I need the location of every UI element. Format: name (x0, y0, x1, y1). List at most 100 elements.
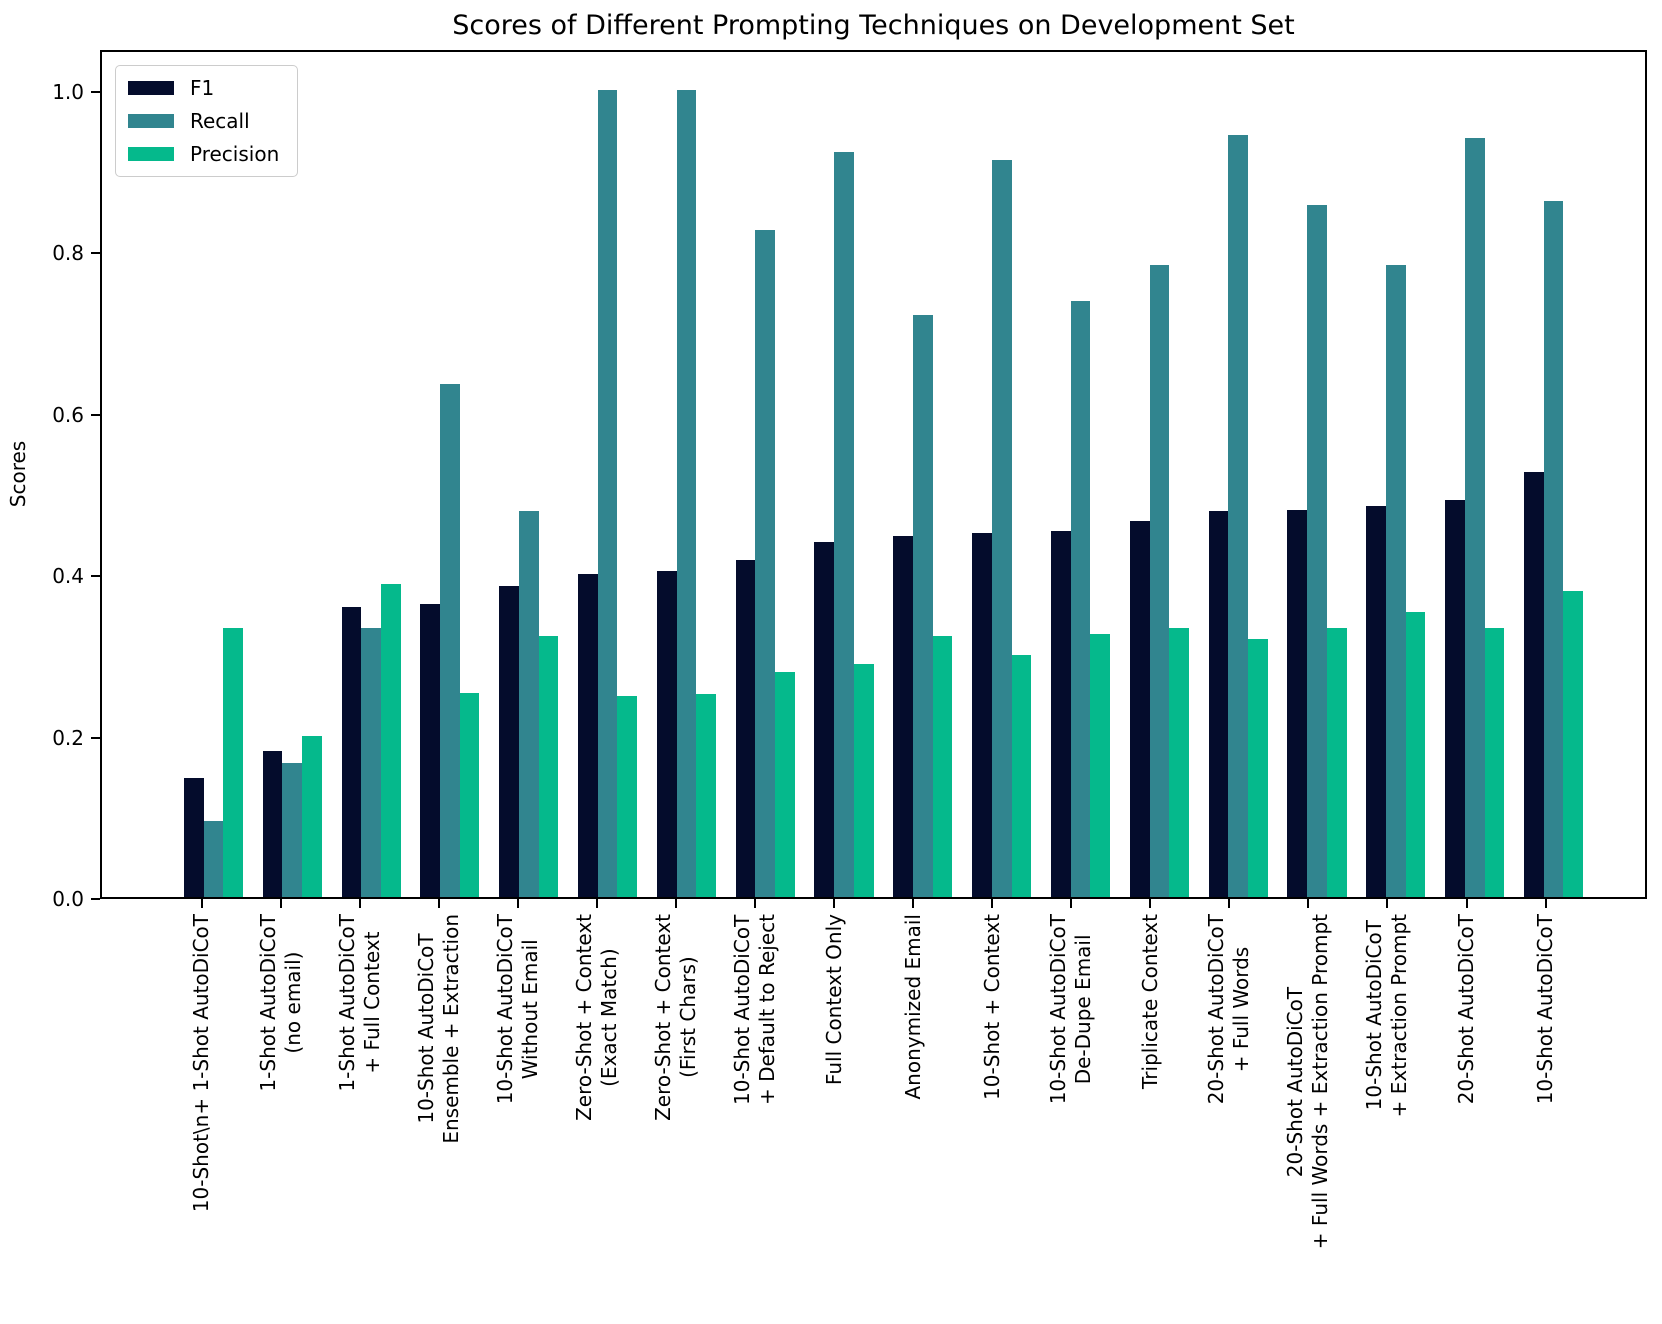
bar-recall (834, 152, 854, 897)
bar-recall (1070, 300, 1091, 897)
x-tick-cell (162, 899, 241, 908)
y-tick-mark (91, 575, 100, 578)
x-tick-label: Anonymized Email (900, 914, 925, 1100)
x-tick-mark (1307, 899, 1310, 908)
y-tick-label: 0.8 (52, 241, 84, 266)
x-tick-label: 10-Shot AutoDiCoT + Default to Reject (729, 914, 779, 1105)
y-tick-label: 0.6 (52, 402, 84, 427)
x-tick-label: 10-Shot AutoDiCoT Without Email (492, 914, 542, 1105)
y-tick-mark (91, 736, 100, 739)
bar-f1 (1523, 471, 1544, 897)
bar-precision (617, 696, 638, 897)
bar-recall (518, 511, 539, 897)
bar-f1 (1129, 520, 1150, 897)
bar-precision (1405, 612, 1426, 897)
x-tick-cell (874, 899, 953, 908)
bar-group (962, 52, 1041, 897)
x-tick-cell (953, 899, 1032, 908)
x-tick-cell (557, 899, 636, 908)
bar-recall (203, 821, 224, 897)
bar-f1 (1050, 531, 1071, 897)
x-tick-label: Zero-Shot + Context (Exact Match) (571, 914, 621, 1121)
x-tick-cell (1111, 899, 1190, 908)
x-tick-cell (320, 899, 399, 908)
bar-precision (1563, 591, 1584, 897)
x-tick-mark (1386, 899, 1389, 908)
bar-group (1356, 52, 1435, 897)
bar-f1 (1445, 499, 1465, 897)
bar-f1 (1208, 511, 1229, 897)
bar-precision (459, 692, 480, 897)
x-tick-label: 20-Shot AutoDiCoT + Full Words (1204, 914, 1254, 1105)
x-tick-cell (1032, 899, 1111, 908)
x-label-cell: 20-Shot AutoDiCoT (1427, 914, 1506, 1324)
bar-precision (853, 663, 874, 897)
x-tick-label: 10-Shot AutoDiCoT De-Dupe Email (1046, 914, 1096, 1105)
x-label-cell: Anonymized Email (874, 914, 953, 1324)
y-tick-mark (91, 413, 100, 416)
x-tick-cell (399, 899, 478, 908)
bar-precision (932, 635, 953, 897)
bar-f1 (1287, 510, 1308, 897)
bar-precision (302, 736, 322, 897)
y-tick-mark (91, 252, 100, 255)
x-tick-label: Zero-Shot + Context (First Chars) (650, 914, 700, 1121)
bar-precision (1326, 628, 1347, 897)
legend-label: Recall (190, 109, 250, 133)
legend-label: F1 (190, 76, 215, 100)
bar-precision (1090, 633, 1111, 897)
bar-f1 (893, 536, 914, 897)
x-tick-mark (1070, 899, 1073, 908)
bar-precision (223, 628, 243, 897)
bar-recall (755, 230, 776, 897)
x-tick-mark (1228, 899, 1231, 908)
x-tick-mark (991, 899, 994, 908)
bar-group (489, 52, 568, 897)
bar-group (883, 52, 962, 897)
bar-group (332, 52, 411, 897)
legend-label: Precision (190, 142, 280, 166)
bar-recall (913, 315, 933, 897)
x-tick-cell (1427, 899, 1506, 908)
x-tick-mark (358, 899, 361, 908)
x-label-cell: 10-Shot AutoDiCoT + Extraction Prompt (1348, 914, 1427, 1324)
plot-area: F1 Recall Precision (100, 50, 1647, 899)
x-label-cell: 10-Shot\n+ 1-Shot AutoDiCoT (162, 914, 241, 1324)
x-tick-mark (1544, 899, 1547, 908)
x-tick-label: 20-Shot AutoDiCoT (1454, 914, 1479, 1105)
x-tick-label: 10-Shot AutoDiCoT + Extraction Prompt (1362, 914, 1412, 1118)
x-label-cell: Full Context Only (795, 914, 874, 1324)
legend-item: F1 (128, 76, 279, 100)
bar-recall (1385, 265, 1406, 897)
bar-group (1199, 52, 1278, 897)
bar-precision (1169, 628, 1189, 897)
bar-f1 (814, 541, 835, 897)
x-tick-label: 20-Shot AutoDiCoT + Full Words + Extract… (1283, 914, 1333, 1250)
bar-group (726, 52, 805, 897)
x-tick-cell (1506, 899, 1585, 908)
x-tick-label: 10-Shot\n+ 1-Shot AutoDiCoT (189, 914, 214, 1213)
x-label-cell: 10-Shot AutoDiCoT De-Dupe Email (1032, 914, 1111, 1324)
bar-f1 (1366, 505, 1386, 897)
x-tick-mark (595, 899, 598, 908)
bar-group (568, 52, 647, 897)
bar-f1 (972, 533, 992, 897)
x-label-cell: 10-Shot AutoDiCoT Without Email (478, 914, 557, 1324)
bar-group (647, 52, 726, 897)
x-label-cell: Triplicate Context (1111, 914, 1190, 1324)
legend-item: Precision (128, 142, 279, 166)
bar-f1 (499, 585, 519, 897)
y-tick-label: 0.0 (52, 887, 84, 911)
bar-recall (1149, 265, 1170, 897)
x-tick-cell (636, 899, 715, 908)
legend-item: Recall (128, 109, 279, 133)
x-label-cell: Zero-Shot + Context (Exact Match) (557, 914, 636, 1324)
x-tick-cell (241, 899, 320, 908)
bar-f1 (341, 607, 362, 897)
x-label-cell: 10-Shot AutoDiCoT Ensemble + Extraction (399, 914, 478, 1324)
legend-swatch-recall (128, 114, 174, 128)
x-label-cell: 10-Shot AutoDiCoT (1506, 914, 1585, 1324)
x-label-cell: 20-Shot AutoDiCoT + Full Words + Extract… (1269, 914, 1348, 1324)
bar-group (174, 52, 253, 897)
bar-group (1514, 52, 1593, 897)
